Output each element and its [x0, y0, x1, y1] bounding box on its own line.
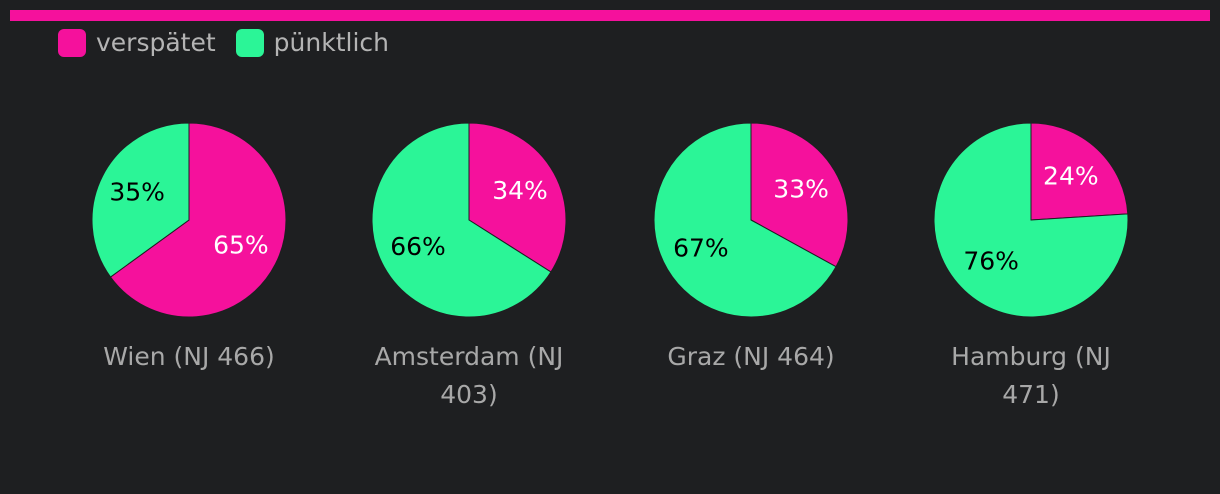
chart: 33% 67% Graz (NJ 464) — [631, 120, 871, 376]
slice-label: 24% — [1043, 162, 1099, 191]
pie-slice — [91, 122, 190, 278]
legend-label: pünktlich — [273, 28, 389, 57]
pie-chart: 33% 67% — [653, 122, 849, 318]
pie-slice — [933, 122, 1129, 318]
slice-label: 76% — [963, 246, 1019, 275]
chart-title: Wien (NJ 466) — [103, 342, 275, 371]
pie-slice — [1030, 122, 1129, 221]
slice-label: 66% — [390, 232, 446, 261]
legend-label: verspätet — [96, 28, 216, 57]
pie-slice — [653, 122, 837, 318]
chart: 24% 76% Hamburg (NJ 471) — [911, 120, 1151, 414]
chart-title: Amsterdam (NJ 403) — [374, 342, 564, 409]
header-bar — [10, 10, 1210, 21]
pie-chart: 24% 76% — [933, 122, 1129, 318]
slice-label: 34% — [492, 176, 548, 205]
pie-slice — [468, 122, 567, 273]
chart-title: Graz (NJ 464) — [667, 342, 835, 371]
chart-title: Hamburg (NJ 471) — [951, 342, 1111, 409]
pie-chart: 34% 66% — [371, 122, 567, 318]
slice-label: 35% — [109, 178, 165, 207]
legend: verspätet pünktlich — [58, 28, 399, 57]
slice-label: 33% — [773, 174, 829, 203]
pie-chart: 65% 35% — [91, 122, 287, 318]
chart: 65% 35% Wien (NJ 466) — [69, 120, 309, 376]
legend-swatch — [235, 28, 264, 57]
slice-label: 67% — [673, 234, 729, 263]
chart: 34% 66% Amsterdam (NJ 403) — [349, 120, 589, 414]
pie-slice — [750, 122, 849, 268]
legend-swatch — [58, 28, 86, 57]
pie-slice — [109, 122, 287, 318]
pie-slice — [371, 122, 552, 318]
slice-label: 65% — [213, 230, 269, 259]
